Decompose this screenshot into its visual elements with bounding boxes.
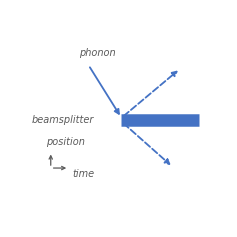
Text: position: position — [46, 137, 85, 147]
Text: beamsplitter: beamsplitter — [32, 115, 94, 125]
Text: phonon: phonon — [79, 48, 116, 58]
Text: time: time — [73, 169, 95, 179]
